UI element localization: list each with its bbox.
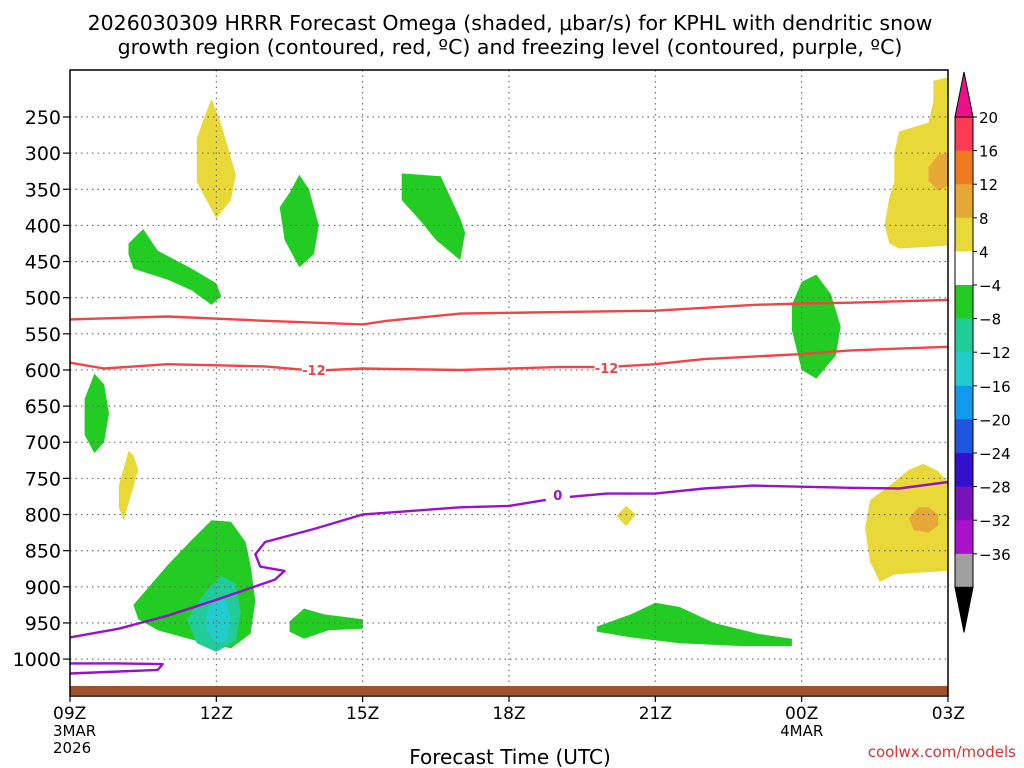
colorbar: 20 16 12 8 4 −4 −8 −12 −16 −20 −24 −28 −32 −36 xyxy=(954,71,1011,633)
y-tick-label-1000: 1000 xyxy=(13,649,61,671)
colorbar-label-8: −16 xyxy=(979,378,1011,396)
colorbar-label-0: 20 xyxy=(979,109,998,127)
colorbar-label-7: −12 xyxy=(979,344,1011,362)
omega-pos-20z-low xyxy=(616,505,636,527)
colorbar-bottom-arrow xyxy=(954,586,974,633)
omega-neg-10z-mid xyxy=(84,373,109,454)
x-tick-sublabel-09Z: 3MAR xyxy=(53,722,96,740)
colorbar-swatch-8 xyxy=(955,385,973,420)
colorbar-label-12: −32 xyxy=(979,512,1011,530)
colorbar-label-13: −36 xyxy=(979,546,1011,564)
y-tick-label-450: 450 xyxy=(25,252,61,274)
x-tick-label-09Z: 09Z xyxy=(53,704,86,724)
colorbar-label-4: 4 xyxy=(979,243,989,261)
colorbar-swatch-2 xyxy=(955,184,973,219)
x-tick-sublabel2-09Z: 2026 xyxy=(53,739,91,757)
colorbar-label-9: −20 xyxy=(979,411,1011,429)
omega-neg-14z-low xyxy=(289,608,363,639)
x-tick-sublabel-00Z: 4MAR xyxy=(780,722,823,740)
y-tick-label-850: 850 xyxy=(25,541,61,563)
colorbar-swatch-0 xyxy=(955,117,973,152)
freezing-level-contour xyxy=(69,662,164,675)
x-tick-label-18Z: 18Z xyxy=(492,704,525,724)
colorbar-swatch-11 xyxy=(955,486,973,521)
omega-pos-02z-upper xyxy=(884,77,948,249)
ground-band xyxy=(70,686,948,695)
y-axis: 250 300 350 400 450 500 550 600 650 700 750 800 850 9… xyxy=(13,107,70,671)
x-tick-label-15Z: 15Z xyxy=(346,704,379,724)
y-tick-label-700: 700 xyxy=(25,432,61,454)
dgz-minus12-contour-label-0: -12 xyxy=(302,364,326,379)
colorbar-swatch-3 xyxy=(955,217,973,252)
omega-neg-14z-upper xyxy=(279,174,319,268)
x-tick-label-21Z: 21Z xyxy=(639,704,672,724)
x-tick-label-12Z: 12Z xyxy=(200,704,233,724)
freezing-level-main-contour-label-bg-0 xyxy=(545,487,570,504)
colorbar-label-5: −4 xyxy=(979,277,1001,295)
colorbar-swatch-5 xyxy=(955,285,973,320)
omega-pos-02z-low xyxy=(865,463,948,582)
y-tick-label-300: 300 xyxy=(25,143,61,165)
colorbar-swatch-1 xyxy=(955,150,973,185)
dgz-minus12-contour-label-bg-1 xyxy=(594,359,619,376)
omega-neg-21z-low xyxy=(596,602,792,647)
omega-neg12-12z-core xyxy=(206,597,231,644)
colorbar-label-6: −8 xyxy=(979,311,1001,329)
dgz-minus12-contour-label-1: -12 xyxy=(595,362,619,377)
chart-title-line1: 2026030309 HRRR Forecast Omega (shaded, … xyxy=(88,11,933,35)
colorbar-label-1: 16 xyxy=(979,143,998,161)
colorbar-label-3: 8 xyxy=(979,210,989,228)
y-tick-label-600: 600 xyxy=(25,360,61,382)
freezing-level-main-contour xyxy=(69,480,949,639)
colorbar-swatch-13 xyxy=(955,553,973,588)
dgz-minus12-contour xyxy=(69,345,949,372)
dgz-minus12-contour-label-bg-0 xyxy=(301,361,326,378)
x-tick-label-03Z: 03Z xyxy=(932,704,965,724)
y-tick-label-800: 800 xyxy=(25,505,61,527)
omega-pos-11z-low xyxy=(118,450,139,521)
credit-text: coolwx.com/models xyxy=(868,743,1016,761)
omega-pos8-03z-upper xyxy=(928,153,948,191)
y-tick-label-550: 550 xyxy=(25,324,61,346)
colorbar-label-2: 12 xyxy=(979,176,998,194)
chart-title-line2: growth region (contoured, red, ºC) and f… xyxy=(118,35,903,59)
dgz-top-contour xyxy=(69,298,949,326)
y-tick-label-500: 500 xyxy=(25,288,61,310)
y-tick-label-950: 950 xyxy=(25,613,61,635)
colorbar-top-arrow xyxy=(954,71,974,118)
colorbar-swatch-7 xyxy=(955,352,973,387)
y-tick-label-750: 750 xyxy=(25,468,61,490)
x-axis-label: Forecast Time (UTC) xyxy=(409,745,611,768)
y-tick-label-650: 650 xyxy=(25,396,61,418)
y-tick-label-250: 250 xyxy=(25,107,61,129)
omega-neg-17z-upper xyxy=(401,173,466,261)
y-tick-label-400: 400 xyxy=(25,215,61,237)
colorbar-label-11: −28 xyxy=(979,479,1011,497)
x-tick-label-00Z: 00Z xyxy=(785,704,818,724)
omega-neg-11z-mid xyxy=(128,229,222,305)
y-tick-label-900: 900 xyxy=(25,577,61,599)
contour-layer: -12 -12 0 xyxy=(69,298,949,675)
y-tick-label-350: 350 xyxy=(25,179,61,201)
colorbar-swatch-10 xyxy=(955,453,973,488)
colorbar-swatch-4 xyxy=(955,251,973,286)
grid-layer xyxy=(70,70,948,696)
colorbar-swatch-6 xyxy=(955,318,973,353)
freezing-level-main-contour-label-0: 0 xyxy=(553,489,562,504)
colorbar-swatch-9 xyxy=(955,419,973,454)
omega-neg-00z-mid xyxy=(791,274,841,379)
omega-pos8-02z-low xyxy=(909,507,939,533)
colorbar-label-10: −24 xyxy=(979,445,1011,463)
colorbar-swatch-12 xyxy=(955,520,973,555)
